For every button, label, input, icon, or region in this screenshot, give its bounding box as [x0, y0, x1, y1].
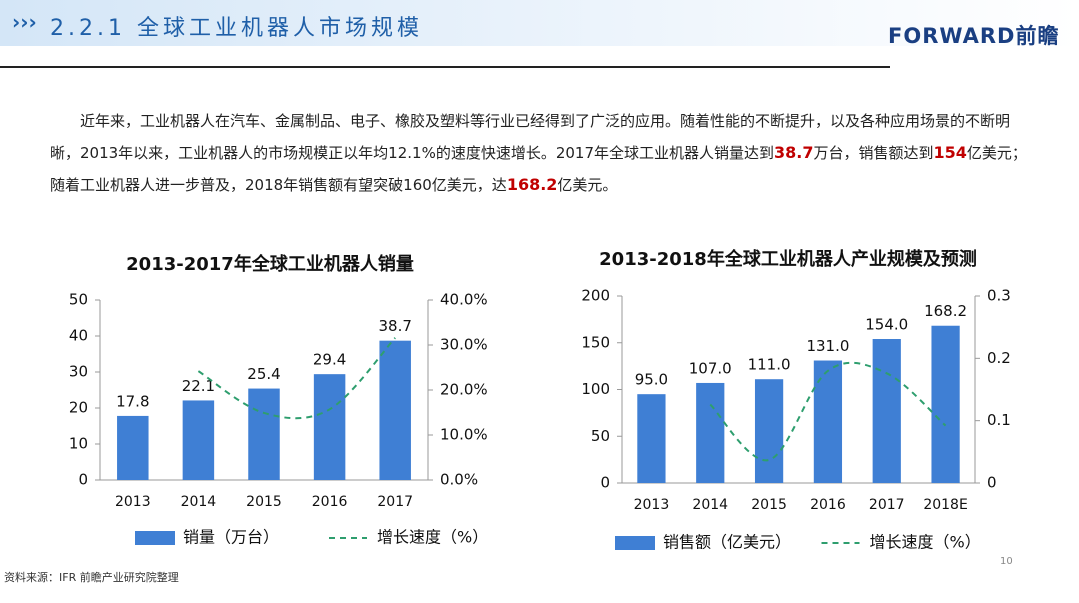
- y2-tick-label: 10.0%: [440, 426, 488, 444]
- y-tick-label: 0: [78, 471, 88, 489]
- logo: FORWARD前瞻: [888, 24, 1060, 48]
- y2-tick-label: 30.0%: [440, 336, 488, 354]
- y-tick-label: 150: [581, 333, 610, 351]
- bar: [931, 325, 960, 483]
- value-label: 95.0: [635, 371, 668, 389]
- legend-label: 增长速度（%）: [870, 533, 981, 552]
- paragraph: 近年来，工业机器人在汽车、金属制品、电子、橡胶及塑料等行业已经得到了广泛的应用。…: [50, 106, 1030, 201]
- y2-tick-label: 40.0%: [440, 291, 488, 309]
- bar: [313, 374, 346, 480]
- growth-line: [709, 361, 947, 461]
- header-band: [0, 0, 1079, 46]
- x-tick-label: 2014: [181, 494, 217, 510]
- x-tick-label: 2016: [312, 494, 348, 510]
- header-rule: [0, 66, 890, 68]
- y2-tick-label: 0.0%: [440, 471, 478, 489]
- x-tick-label: 2015: [751, 497, 787, 513]
- bar: [813, 360, 843, 483]
- value-label: 17.8: [116, 392, 149, 410]
- y2-tick-label: 20.0%: [440, 381, 488, 399]
- legend-label: 销售额（亿美元）: [663, 533, 791, 552]
- legend-label: 销量（万台）: [183, 528, 279, 547]
- page-number: 10: [1000, 556, 1013, 567]
- legend-label: 增长速度（%）: [377, 528, 488, 547]
- y-tick-label: 50: [69, 291, 88, 309]
- value-label: 154.0: [865, 316, 908, 334]
- y-tick-label: 50: [591, 427, 610, 445]
- text: 亿美元；随着工业机器人进一步普及，2018年销售额有望突破160亿美元，达: [50, 144, 1027, 194]
- slide-title: 2.2.1 全球工业机器人市场规模: [50, 16, 423, 41]
- x-tick-label: 2017: [377, 494, 413, 510]
- y2-tick-label: 0.1: [987, 411, 1011, 429]
- bar: [182, 400, 215, 480]
- x-tick-label: 2017: [869, 497, 905, 513]
- y-tick-label: 10: [69, 435, 88, 453]
- x-tick-label: 2013: [115, 494, 151, 510]
- highlight-text: 38.7: [774, 143, 814, 162]
- bar: [872, 339, 901, 483]
- value-label: 38.7: [378, 317, 411, 335]
- y-tick-label: 30: [69, 363, 88, 381]
- value-label: 107.0: [689, 359, 732, 377]
- source-note: 资料来源：IFR 前瞻产业研究院整理: [4, 571, 179, 584]
- value-label: 168.2: [924, 302, 967, 320]
- chart-title: 2013-2017年全球工业机器人销量: [126, 253, 414, 275]
- chart-title: 2013-2018年全球工业机器人产业规模及预测: [599, 248, 977, 270]
- y2-tick-label: 0.3: [987, 287, 1011, 305]
- x-tick-label: 2015: [246, 494, 282, 510]
- text: 亿美元。: [557, 176, 618, 194]
- y-tick-label: 40: [69, 327, 88, 345]
- x-tick-label: 2016: [810, 497, 846, 513]
- y2-tick-label: 0.2: [987, 349, 1011, 367]
- value-label: 131.0: [806, 337, 849, 355]
- bar: [379, 340, 411, 480]
- bar: [117, 415, 149, 480]
- x-tick-label: 2013: [634, 497, 670, 513]
- text: 万台，销售额达到: [813, 144, 934, 162]
- highlight-text: 154: [933, 143, 967, 162]
- y-tick-label: 20: [69, 399, 88, 417]
- legend-swatch: [135, 531, 175, 545]
- x-tick-label: 2018E: [923, 497, 967, 513]
- x-tick-label: 2014: [692, 497, 728, 513]
- value-label: 111.0: [748, 356, 791, 374]
- header-icon: ›››: [12, 10, 37, 34]
- value-label: 29.4: [313, 351, 346, 369]
- y-tick-label: 0: [600, 474, 610, 492]
- bar: [696, 382, 725, 483]
- text: 近年来，工业机器人在汽车、金属制品、电子、橡胶及塑料等行业已经得到了广泛的应用。…: [50, 112, 1011, 162]
- bar: [637, 394, 666, 483]
- bar: [248, 388, 280, 480]
- growth-line: [197, 337, 396, 420]
- highlight-text: 168.2: [506, 175, 558, 194]
- y2-tick-label: 0: [987, 474, 997, 492]
- value-label: 22.1: [182, 377, 215, 395]
- y-tick-label: 100: [581, 380, 610, 398]
- y-tick-label: 200: [581, 287, 610, 305]
- legend-swatch: [615, 536, 655, 550]
- bar: [754, 379, 784, 483]
- value-label: 25.4: [247, 365, 280, 383]
